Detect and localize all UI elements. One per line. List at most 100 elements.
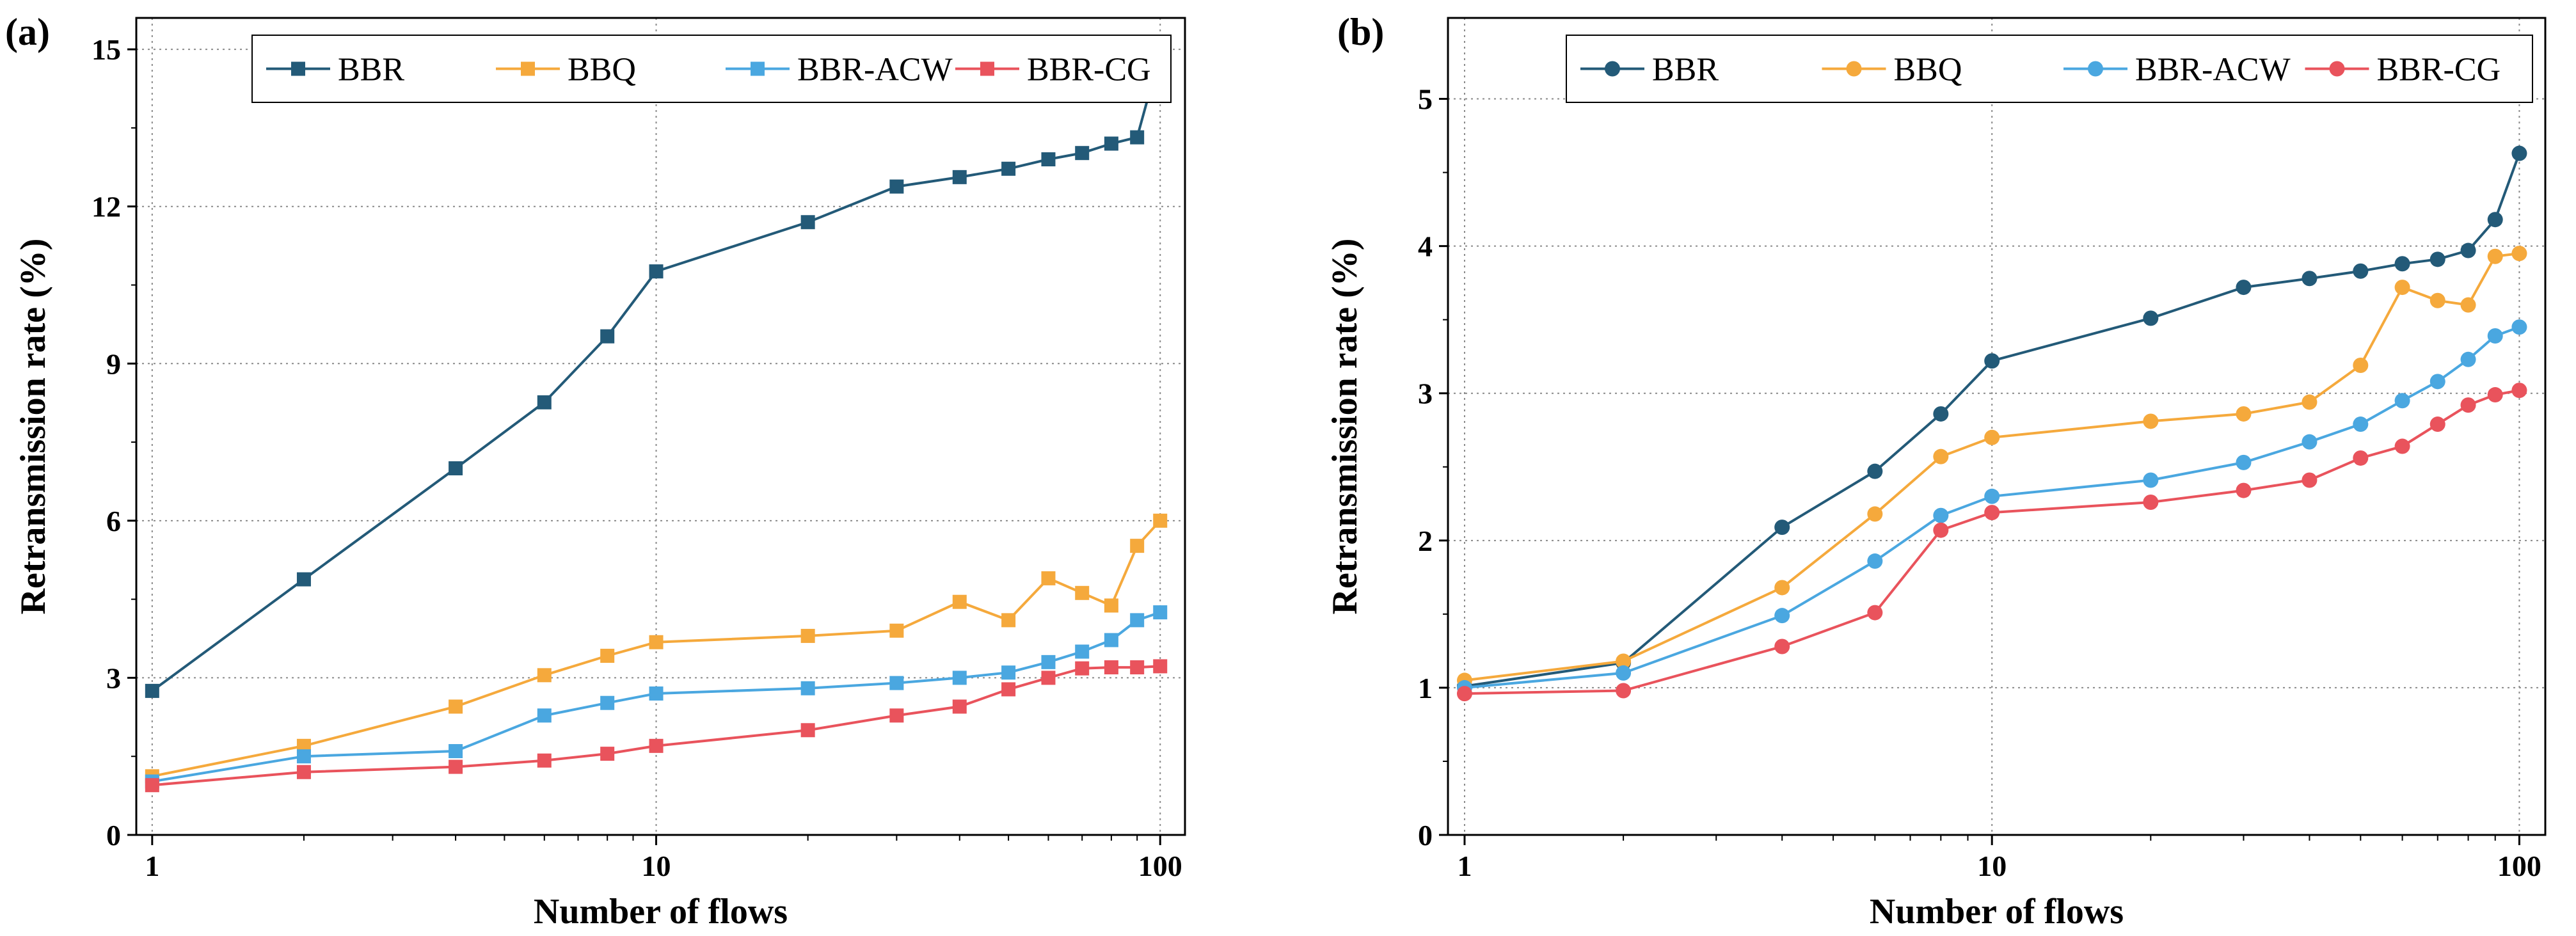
data-point <box>1075 146 1090 161</box>
x-axis-title: Number of flows <box>534 892 788 932</box>
panel-label: (b) <box>1337 11 1384 53</box>
data-point <box>537 708 552 723</box>
legend-marker <box>1605 61 1620 77</box>
data-point <box>2487 387 2503 403</box>
data-point <box>296 749 311 764</box>
data-point <box>889 708 904 723</box>
data-point <box>1933 406 1949 422</box>
data-point <box>952 170 967 184</box>
data-point <box>2236 280 2252 296</box>
data-point <box>2394 438 2410 454</box>
y-tick-label: 3 <box>106 662 121 694</box>
y-tick-label: 2 <box>1418 525 1433 557</box>
data-point <box>2236 406 2252 422</box>
data-point <box>1933 448 1949 464</box>
data-point <box>537 668 552 683</box>
legend-item: BBR <box>266 52 404 88</box>
data-point <box>800 215 815 230</box>
legend-label: BBQ <box>1894 52 1962 88</box>
data-point <box>1104 598 1118 613</box>
data-point <box>1130 539 1145 553</box>
data-point <box>2394 393 2410 409</box>
y-tick-label: 1 <box>1418 672 1433 704</box>
data-point <box>1041 654 1056 669</box>
data-point <box>600 329 615 344</box>
legend-item: BBR-CG <box>955 52 1151 88</box>
data-point <box>449 699 463 714</box>
legend-marker <box>980 61 994 76</box>
data-point <box>1774 639 1790 654</box>
data-point <box>1104 633 1118 647</box>
legend-box <box>1566 35 2533 103</box>
data-point <box>1130 613 1145 628</box>
data-point <box>2302 394 2318 410</box>
data-point <box>1867 506 1883 522</box>
data-point <box>800 628 815 643</box>
data-point <box>1984 353 2000 369</box>
legend-label: BBR <box>338 52 404 88</box>
data-point <box>1153 659 1168 674</box>
series-bbr <box>145 46 1168 698</box>
data-point <box>2302 472 2318 488</box>
data-point <box>649 635 664 649</box>
x-tick-label: 10 <box>642 850 671 882</box>
data-point <box>600 649 615 663</box>
data-point <box>1616 683 1632 699</box>
data-point <box>145 683 159 698</box>
data-point <box>649 264 664 279</box>
plot-frame <box>1447 17 2547 836</box>
data-point <box>2429 251 2445 267</box>
series-bbr-acw <box>145 605 1168 789</box>
data-point <box>1075 585 1090 600</box>
data-point <box>145 778 159 793</box>
series-bbr-acw <box>1456 319 2527 695</box>
series-bbq <box>145 513 1168 784</box>
data-point <box>952 670 967 685</box>
data-point <box>889 676 904 690</box>
plot-frame <box>135 17 1186 836</box>
data-point <box>1933 522 1949 538</box>
data-point <box>2353 263 2369 279</box>
data-point <box>2460 397 2476 413</box>
y-axis-title: Retransmission rate (%) <box>13 239 53 615</box>
data-point <box>2460 242 2476 258</box>
y-axis-title: Retransmission rate (%) <box>1325 239 1365 615</box>
legend-item: BBR-ACW <box>2063 52 2291 88</box>
data-point <box>1984 505 2000 521</box>
data-point <box>1616 653 1632 669</box>
y-tick-label: 6 <box>106 505 121 537</box>
data-point <box>2143 413 2159 429</box>
data-point <box>1041 670 1056 685</box>
data-point <box>2302 271 2318 287</box>
data-point <box>2487 328 2503 344</box>
y-tick-label: 9 <box>106 347 121 380</box>
data-point <box>2353 358 2369 374</box>
data-point <box>2236 454 2252 470</box>
data-point <box>1001 665 1016 680</box>
data-point <box>2511 246 2527 262</box>
data-point <box>1075 644 1090 659</box>
data-point <box>1041 571 1056 585</box>
legend-label: BBR-CG <box>2377 52 2501 88</box>
legend-item: BBR-ACW <box>726 52 953 88</box>
data-point <box>1130 130 1145 145</box>
data-point <box>537 395 552 409</box>
data-point <box>2511 319 2527 335</box>
data-point <box>449 461 463 475</box>
data-point <box>2353 416 2369 432</box>
data-point <box>2302 434 2318 450</box>
data-point <box>889 179 904 194</box>
data-point <box>2143 472 2159 488</box>
legend-item: BBQ <box>1822 52 1962 88</box>
series-bbr-cg <box>1456 383 2527 702</box>
data-point <box>600 747 615 761</box>
data-point <box>1456 686 1472 702</box>
data-point <box>296 765 311 779</box>
data-point <box>1984 488 2000 504</box>
data-point <box>1774 520 1790 535</box>
data-point <box>1774 608 1790 624</box>
y-tick-label: 0 <box>106 819 121 852</box>
data-point <box>2394 256 2410 272</box>
chart-panel-1: 0 3 6 9 12 15 1 10 100 Retransmission rate (%) Num… <box>5 11 1186 932</box>
data-point <box>1867 605 1883 621</box>
